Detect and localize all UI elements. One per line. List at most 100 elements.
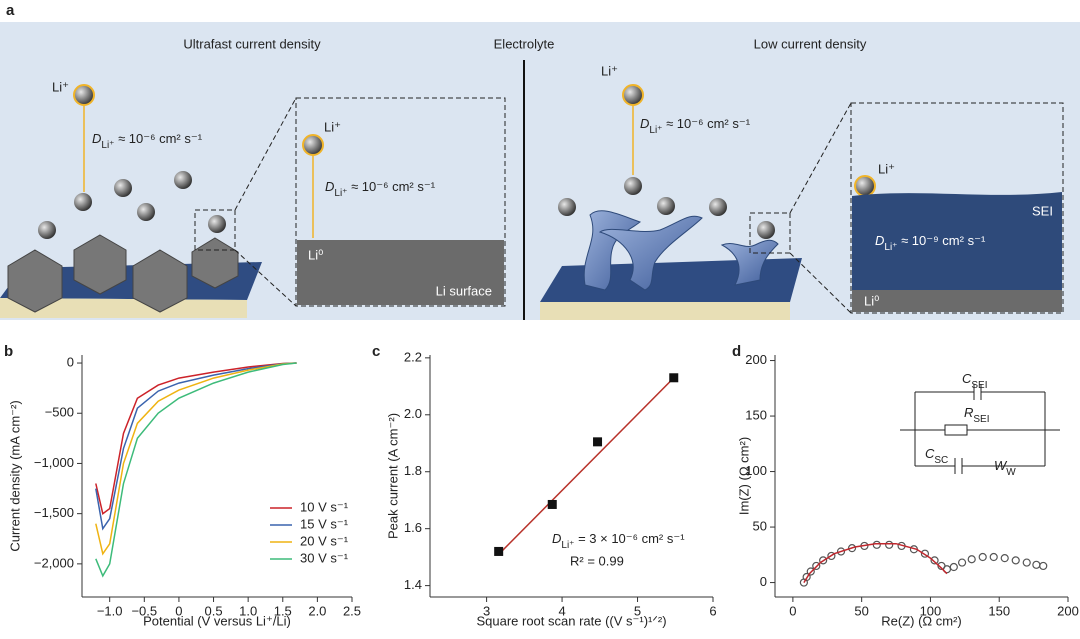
li-metal — [852, 290, 1062, 312]
ion-label: Li⁺ — [601, 63, 618, 78]
legend-label: 15 V s⁻¹ — [300, 516, 349, 531]
x-tick-label: 150 — [988, 603, 1010, 618]
symbol: D — [92, 131, 101, 146]
data-point — [1032, 560, 1041, 569]
data-point — [920, 549, 930, 558]
annotation: DLi⁺ = 3 × 10⁻⁶ cm² s⁻¹ — [552, 531, 685, 551]
zoom-lines — [234, 97, 297, 307]
circuit-label: CSC — [925, 446, 948, 466]
tracked-ions — [73, 84, 876, 197]
li0-label: Li⁰ — [864, 293, 879, 308]
y-axis-label: Current density (mA cm⁻²) — [7, 400, 22, 551]
diffusion-label: DLi⁺ ≈ 10⁻⁶ cm² s⁻¹ — [640, 116, 751, 136]
ion-label: Li⁺ — [52, 79, 69, 94]
diffusion-label: DLi⁺ ≈ 10⁻⁹ cm² s⁻¹ — [875, 233, 986, 253]
x-tick-label: 50 — [854, 603, 868, 618]
ion-label: Li⁺ — [878, 161, 895, 176]
data-point — [957, 558, 967, 567]
data-point — [1039, 561, 1048, 571]
data-line — [95, 362, 297, 515]
data-point — [1011, 556, 1020, 565]
y-tick-label: 1.4 — [404, 577, 422, 592]
substrate — [0, 298, 247, 318]
y-tick-label: −1,500 — [34, 505, 74, 520]
x-tick-label: 6 — [709, 603, 716, 618]
inset-box — [850, 102, 1064, 314]
panel-label: d — [732, 343, 741, 360]
y-tick-label: 0 — [67, 354, 74, 369]
panel-label: a — [6, 2, 15, 19]
subscript: Li⁺ — [334, 188, 347, 199]
data-point — [494, 546, 504, 556]
subscript: Li⁺ — [101, 140, 114, 151]
diffusion-label: DLi⁺ ≈ 10⁻⁶ cm² s⁻¹ — [325, 179, 436, 199]
zoom-lines — [789, 102, 852, 314]
annotation: R² = 0.99 — [570, 553, 624, 568]
section-title: Low current density — [754, 36, 867, 51]
data-line — [95, 362, 297, 556]
data-point — [847, 544, 857, 553]
formula-rest: = 3 × 10⁻⁶ cm² s⁻¹ — [574, 531, 685, 546]
x-tick-label: 2.5 — [343, 603, 361, 618]
x-tick-label: 3 — [483, 603, 490, 618]
cubes — [7, 234, 239, 313]
y-tick-label: −500 — [45, 405, 74, 420]
y-tick-label: 1.6 — [404, 520, 422, 535]
data-point — [547, 499, 557, 509]
zoom-box — [749, 212, 791, 254]
y-tick-label: 0 — [760, 574, 767, 589]
data-point — [669, 373, 679, 383]
data-point — [819, 556, 828, 565]
data-line — [803, 542, 948, 583]
li0-label: Li⁰ — [308, 247, 323, 262]
symbol: D — [640, 116, 649, 131]
x-tick-label: 5 — [634, 603, 641, 618]
y-tick-label: 100 — [745, 463, 767, 478]
data-point — [949, 562, 958, 572]
formula-rest: ≈ 10⁻⁹ cm² s⁻¹ — [897, 233, 985, 248]
zoom-box — [194, 209, 236, 251]
data-point — [812, 561, 821, 571]
data-point — [930, 556, 939, 565]
symbol: D — [325, 179, 334, 194]
y-tick-label: 2.0 — [404, 406, 422, 421]
subscript: Li⁺ — [649, 125, 662, 136]
x-tick-label: 4 — [558, 603, 565, 618]
surface-label: Li surface — [436, 283, 492, 298]
x-tick-label: 1.5 — [274, 603, 292, 618]
data-point — [802, 572, 811, 582]
data-point — [989, 552, 998, 562]
x-tick-label: 100 — [920, 603, 942, 618]
panel-a: a Ultrafast current density Electrolyte … — [0, 2, 1080, 320]
data-line — [498, 377, 675, 555]
diffusion-label: DLi⁺ ≈ 10⁻⁶ cm² s⁻¹ — [92, 131, 203, 151]
subscript: SEI — [971, 380, 987, 391]
data-point — [593, 437, 603, 447]
li-metal — [297, 240, 504, 305]
panel-label: b — [4, 343, 13, 360]
data-point — [1022, 558, 1031, 567]
inset-box — [295, 97, 506, 307]
sei-label: SEI — [1032, 203, 1053, 218]
legend-label: 20 V s⁻¹ — [300, 533, 349, 548]
x-tick-label: −1.0 — [97, 603, 123, 618]
formula-rest: ≈ 10⁻⁶ cm² s⁻¹ — [662, 116, 750, 131]
x-tick-label: 2.0 — [308, 603, 326, 618]
substrate — [540, 302, 790, 320]
symbol: D — [552, 531, 561, 546]
ion-label: Li⁺ — [324, 119, 341, 134]
symbol: D — [875, 233, 884, 248]
x-tick-label: 0.5 — [204, 603, 222, 618]
data-point — [885, 540, 894, 549]
y-axis-label: Peak current (A cm⁻²) — [385, 413, 400, 539]
subscript: W — [1006, 467, 1016, 478]
y-tick-label: 200 — [745, 352, 767, 367]
data-point — [1000, 554, 1009, 563]
symbol: W — [994, 458, 1008, 473]
y-tick-label: 150 — [745, 407, 767, 422]
y-tick-label: −2,000 — [34, 555, 74, 570]
legend-label: 30 V s⁻¹ — [300, 550, 349, 565]
circuit-label: RSEI — [964, 405, 990, 425]
subscript: Li⁺ — [884, 242, 897, 253]
x-tick-label: 0 — [789, 603, 796, 618]
